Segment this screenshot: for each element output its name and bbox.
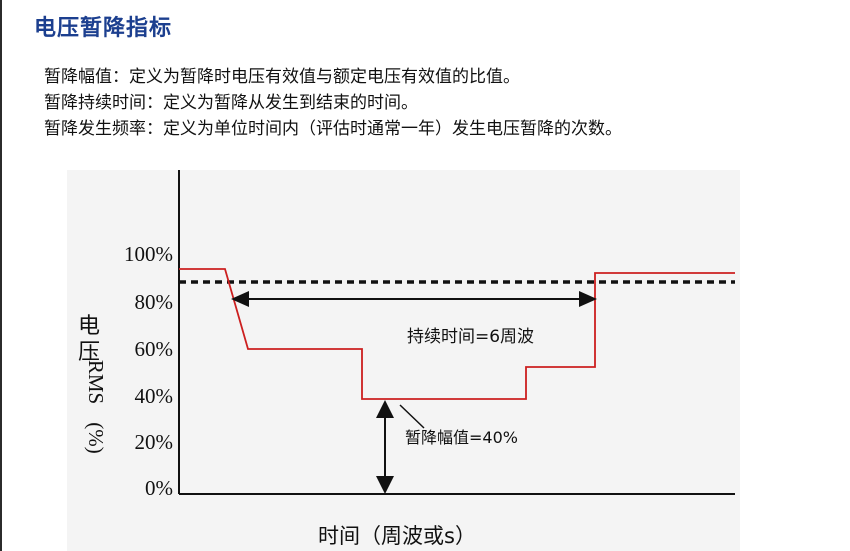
definitions-list: 暂降幅值：定义为暂降时电压有效值与额定电压有效值的比值。 暂降持续时间：定义为暂… <box>44 64 622 142</box>
definition-sag-magnitude: 暂降幅值：定义为暂降时电压有效值与额定电压有效值的比值。 <box>44 67 520 87</box>
duration-arrow-left-head <box>231 291 249 307</box>
y-label-unit: (%) <box>84 422 108 453</box>
duration-label: 持续时间=6周波 <box>407 327 534 347</box>
magnitude-leader-line <box>399 404 425 429</box>
voltage-sag-diagram: 100% 80% 60% 40% 20% 0% 电 压 RMS (%) 持续时间… <box>67 170 740 551</box>
y-tick-20: 20% <box>135 430 174 454</box>
definition-sag-duration: 暂降持续时间：定义为暂降从发生到结束的时间。 <box>44 93 418 113</box>
page-title: 电压暂降指标 <box>34 16 173 41</box>
duration-arrow-right-head <box>579 291 597 307</box>
y-tick-100: 100% <box>124 242 173 266</box>
y-tick-0: 0% <box>145 476 173 500</box>
y-tick-60: 60% <box>135 337 174 361</box>
magnitude-arrow-top-head <box>376 400 394 418</box>
left-border-line <box>0 0 2 551</box>
y-label-char-2: 压 <box>78 339 100 364</box>
y-tick-40: 40% <box>135 384 174 408</box>
y-label-char-1: 电 <box>78 313 100 338</box>
y-label-rms: RMS <box>84 360 108 404</box>
magnitude-arrow-bottom-head <box>376 476 394 494</box>
definition-sag-frequency: 暂降发生频率：定义为单位时间内（评估时通常一年）发生电压暂降的次数。 <box>44 119 622 139</box>
x-axis-label: 时间（周波或s） <box>318 524 476 548</box>
y-tick-80: 80% <box>135 290 174 314</box>
magnitude-label: 暂降幅值=40% <box>405 428 518 447</box>
diagram-svg: 100% 80% 60% 40% 20% 0% 电 压 RMS (%) 持续时间… <box>78 170 735 548</box>
voltage-waveform <box>179 268 735 400</box>
